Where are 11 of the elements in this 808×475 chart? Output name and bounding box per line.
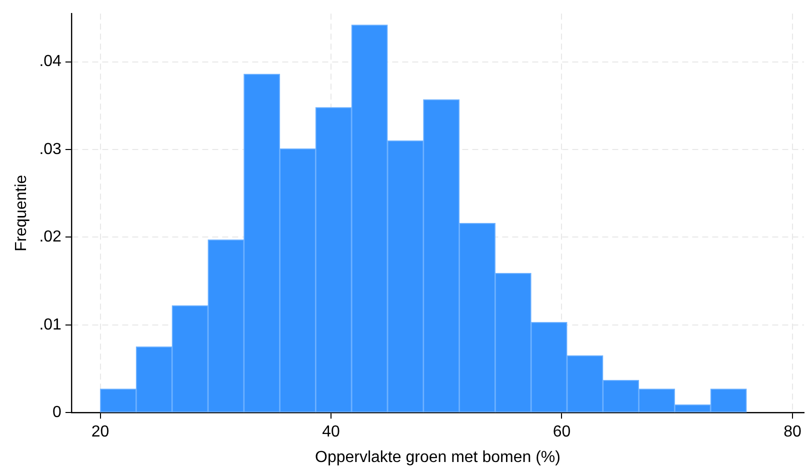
x-tick-label: 60 [552,424,571,441]
x-tick-label: 40 [322,424,340,441]
x-tick-label: 20 [91,424,110,441]
x-tick-label: 80 [784,424,802,441]
y-tick-label: .03 [39,140,62,158]
y-tick-label: 0 [52,404,62,422]
y-tick-label: .01 [39,316,62,334]
y-tick-label: .04 [39,53,62,70]
y-axis-title: Frequentie [13,174,30,252]
y-tick-label: .02 [39,228,62,246]
x-axis-title: Oppervlakte groen met bomen (%) [314,448,560,466]
